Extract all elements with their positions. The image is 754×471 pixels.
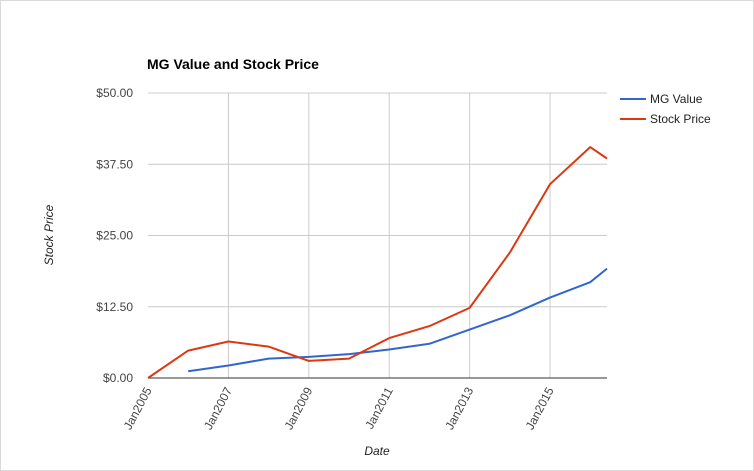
x-axis-ticks: Jan2005 Jan2007 Jan2009 Jan2011 Jan2013 Jan20… <box>121 385 557 433</box>
y-tick-label: $0.00 <box>103 371 133 385</box>
x-tick-label: Jan2007 <box>201 385 235 433</box>
grid <box>148 92 607 378</box>
x-tick-label: Jan2009 <box>281 385 315 433</box>
chart-title: MG Value and Stock Price <box>147 56 319 72</box>
y-axis-title: Stock Price <box>42 204 56 265</box>
y-axis-ticks: $0.00 $12.50 $25.00 $37.50 $50.00 <box>96 86 133 385</box>
y-tick-label: $25.00 <box>96 229 133 243</box>
y-tick-label: $37.50 <box>96 157 133 171</box>
series-lines <box>147 146 608 379</box>
legend-label: MG Value <box>650 92 703 106</box>
legend: MG Value Stock Price <box>620 92 711 126</box>
x-tick-label: Jan2013 <box>442 385 476 433</box>
series-line-mg-value <box>188 267 608 373</box>
y-tick-label: $12.50 <box>96 300 133 314</box>
y-tick-label: $50.00 <box>96 86 133 100</box>
x-axis-title: Date <box>364 444 390 458</box>
series-line-stock-price <box>147 146 608 379</box>
legend-label: Stock Price <box>650 112 711 126</box>
x-tick-label: Jan2011 <box>362 385 396 432</box>
x-tick-label: Jan2005 <box>121 385 155 433</box>
x-tick-label: Jan2015 <box>523 385 557 433</box>
